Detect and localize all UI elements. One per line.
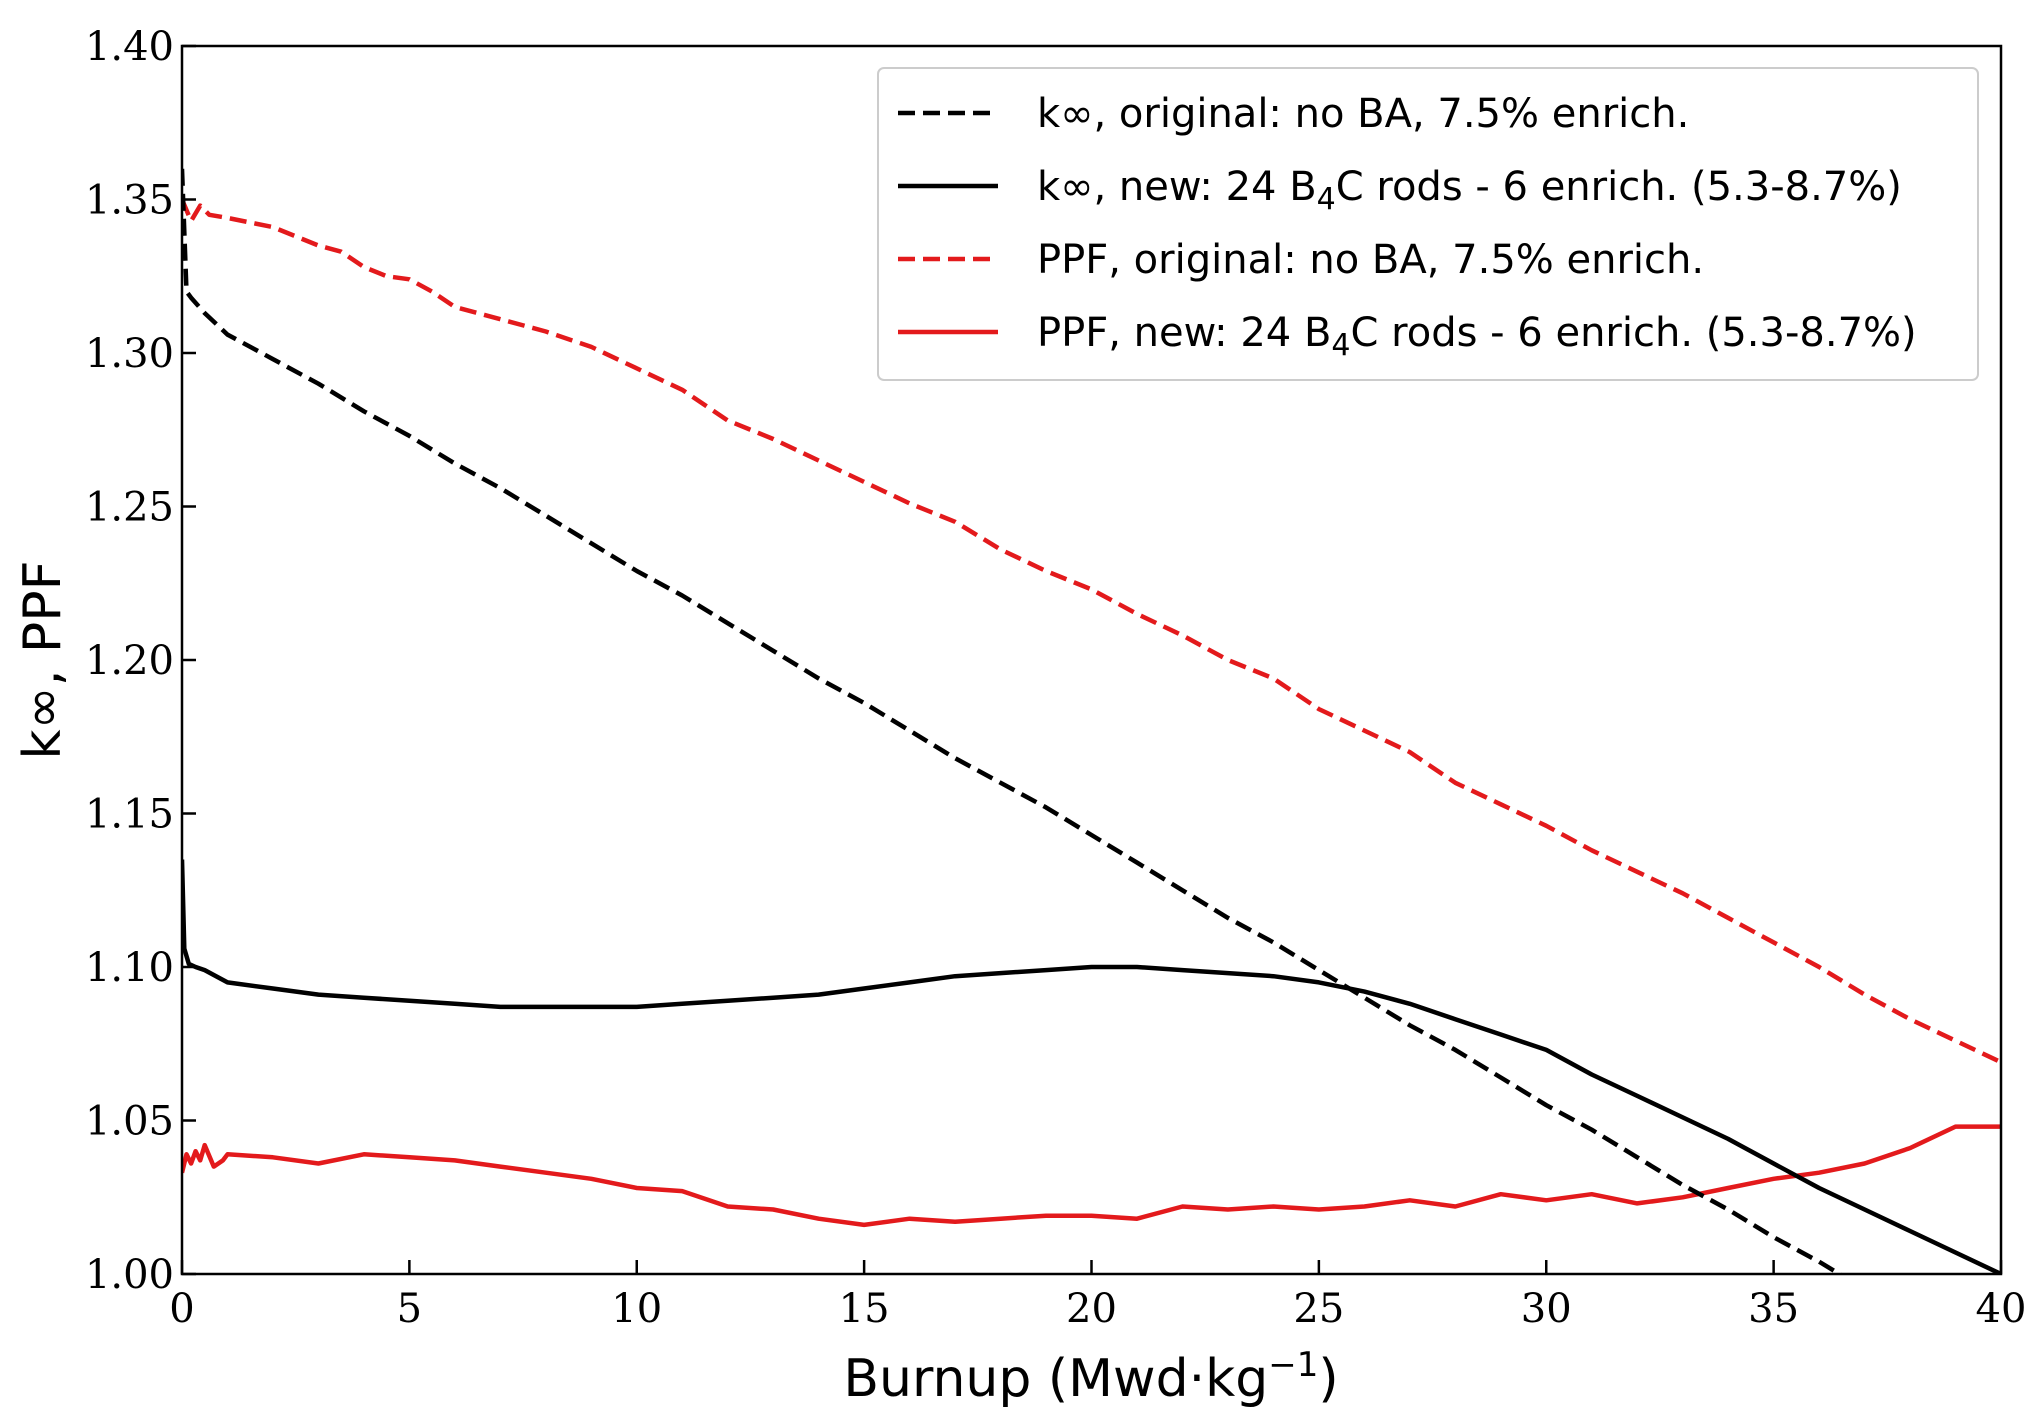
x-tick-label-0: 0	[169, 1286, 194, 1332]
series-line-3	[182, 198, 2001, 1065]
y-tick-label-7: 1.35	[85, 178, 174, 224]
x-tick-label-3: 15	[839, 1286, 890, 1332]
legend-label-4-sub: 4	[1331, 328, 1350, 363]
x-axis-title-close: )	[1318, 1349, 1338, 1409]
y-tick-label-5: 1.25	[85, 485, 174, 531]
legend-label-3: PPF, original: no BA, 7.5% enrich.	[1037, 237, 1704, 283]
y-tick-label-4: 1.20	[85, 638, 174, 684]
x-tick-label-1: 5	[397, 1286, 422, 1332]
legend-label-4: PPF, new: 24 B4C rods - 6 enrich. (5.3-8…	[1037, 310, 1917, 363]
y-tick-label-1: 1.05	[85, 1099, 174, 1145]
x-axis-title-main: Burnup (Mwd·kg	[843, 1349, 1268, 1409]
legend-label-4-pre: PPF, new: 24 B	[1037, 310, 1331, 356]
series-line-2	[182, 859, 2001, 1274]
legend-label-2-pre: k∞, new: 24 B	[1037, 164, 1317, 210]
series-line-4	[182, 1124, 2001, 1228]
y-tick-label-6: 1.30	[85, 331, 174, 377]
x-tick-label-4: 20	[1066, 1286, 1117, 1332]
y-tick-label-2: 1.10	[85, 945, 174, 991]
series-layer	[182, 168, 2001, 1274]
x-tick-label-6: 30	[1521, 1286, 1572, 1332]
x-axis-title: Burnup (Mwd·kg−1)	[843, 1345, 1338, 1409]
series-line-1	[182, 168, 1844, 1274]
y-tick-label-0: 1.00	[85, 1252, 174, 1298]
legend: k∞, original: no BA, 7.5% enrich. k∞, ne…	[877, 67, 1979, 381]
legend-label-1: k∞, original: no BA, 7.5% enrich.	[1037, 91, 1689, 137]
x-tick-label-7: 35	[1748, 1286, 1799, 1332]
x-tick-label-2: 10	[611, 1286, 662, 1332]
legend-label-2-post: C rods - 6 enrich. (5.3-8.7%)	[1336, 164, 1902, 210]
y-tick-label-8: 1.40	[85, 24, 174, 70]
ticks-layer: 0 5 10 15 20 25 30 35 40 1.00 1.05 1.10 1.15 1.20 1.25…	[85, 24, 2027, 1332]
x-tick-label-8: 40	[1976, 1286, 2027, 1332]
y-axis-title: k∞, PPF	[13, 560, 73, 759]
legend-box	[877, 67, 1979, 381]
y-tick-label-3: 1.15	[85, 792, 174, 838]
legend-label-4-post: C rods - 6 enrich. (5.3-8.7%)	[1351, 310, 1917, 356]
legend-label-2-sub: 4	[1317, 182, 1336, 217]
x-tick-label-5: 25	[1293, 1286, 1344, 1332]
x-axis-title-sup: −1	[1268, 1345, 1318, 1385]
legend-label-2: k∞, new: 24 B4C rods - 6 enrich. (5.3-8.…	[1037, 164, 1902, 217]
